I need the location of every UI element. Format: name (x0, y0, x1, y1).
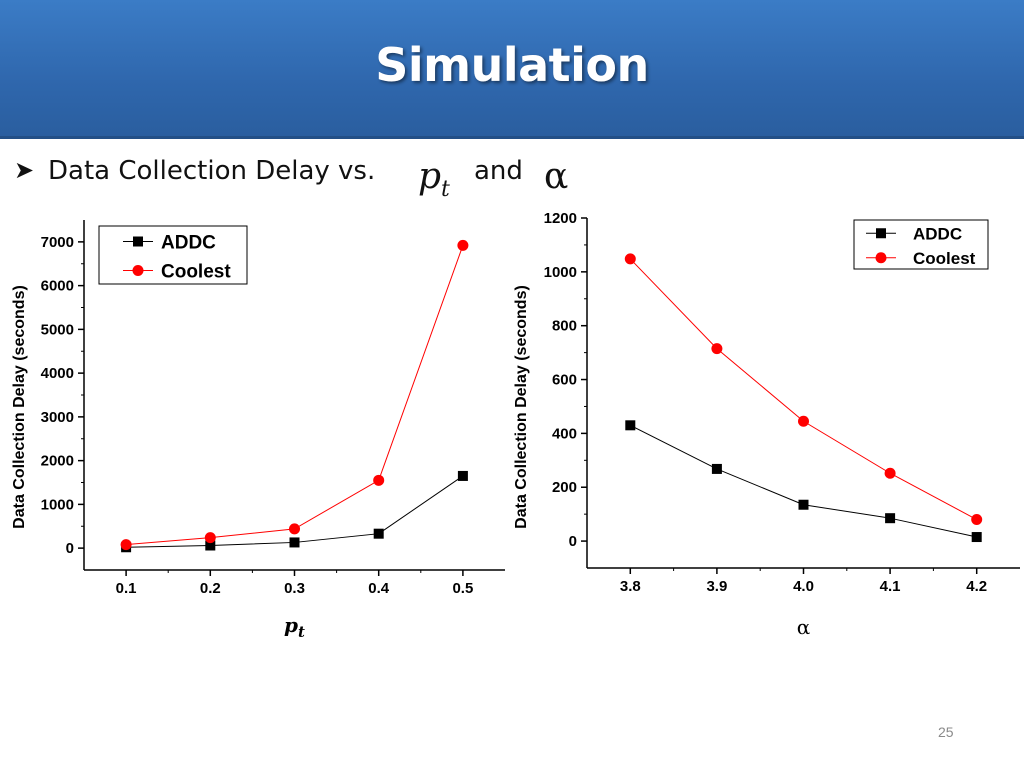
y-tick-label: 6000 (41, 278, 74, 295)
slide-title: Simulation (375, 38, 649, 92)
data-point-addc (625, 420, 636, 431)
series-line-addc (126, 475, 464, 548)
data-point-addc (971, 532, 982, 543)
data-point-coolest (711, 343, 723, 355)
x-tick-label: 0.4 (368, 580, 390, 597)
data-point-addc (205, 540, 216, 551)
series-line-coolest (629, 258, 977, 520)
legend-label-coolest: Coolest (913, 249, 976, 268)
data-point-coolest (798, 415, 809, 427)
legend-label-coolest: Coolest (161, 261, 231, 282)
y-tick-label: 600 (552, 372, 577, 389)
y-tick-label: 0 (569, 533, 577, 550)
bullet-line: ➤ Data Collection Delay vs. pt and α (14, 150, 714, 202)
legend-marker-coolest (875, 252, 887, 264)
y-tick-label: 400 (552, 425, 577, 442)
y-tick-label: 1200 (544, 210, 577, 227)
y-tick-label: 1000 (544, 264, 577, 281)
x-tick-label: 0.1 (116, 580, 137, 597)
arrow-bullet-icon: ➤ (14, 156, 35, 184)
y-tick-label: 800 (552, 318, 577, 335)
bullet-and: and (474, 156, 523, 186)
y-tick-label: 3000 (41, 409, 74, 426)
legend-box (853, 219, 989, 270)
x-tick-label: 0.3 (284, 580, 305, 597)
legend-label-addc: ADDC (913, 224, 962, 243)
x-tick-label: 4.1 (880, 578, 901, 595)
x-tick-label: 0.2 (200, 580, 221, 597)
data-point-addc (885, 513, 896, 524)
legend-marker-coolest (132, 265, 144, 276)
chart-delay-vs-alpha: 0 200 400 600 800 1000 1200 3.8 3.9 4.0 4.1 4.2 Data… (513, 210, 1020, 639)
y-tick-label: 5000 (41, 321, 74, 338)
x-tick-label: 4.2 (966, 578, 987, 595)
x-axis-title: α (797, 615, 811, 639)
y-tick-label: 1000 (41, 496, 74, 513)
x-tick-label: 3.9 (706, 578, 727, 595)
x-tick-label: 4.0 (793, 578, 814, 595)
symbol-p-subscript: t (441, 177, 450, 203)
x-tick-label: 3.8 (620, 578, 641, 595)
data-point-coolest (884, 467, 896, 479)
y-axis-title: Data Collection Delay (seconds) (513, 285, 530, 529)
title-band: Simulation (0, 0, 1024, 139)
legend-label-addc: ADDC (161, 232, 216, 253)
data-point-addc (373, 528, 384, 539)
data-point-coolest (120, 539, 132, 551)
series-line-addc (630, 424, 977, 538)
y-tick-label: 2000 (41, 453, 74, 470)
data-point-coolest (204, 532, 216, 544)
data-point-addc (457, 470, 468, 481)
symbol-alpha: α (544, 156, 569, 197)
x-tick-label: 0.5 (452, 580, 473, 597)
x-axis-title-subscript: t (298, 623, 305, 641)
symbol-p-t: pt (418, 156, 450, 202)
data-point-coolest (624, 253, 636, 265)
slide-number: 25 (938, 724, 954, 740)
y-tick-label: 4000 (41, 365, 74, 382)
y-tick-label: 7000 (41, 234, 74, 251)
bullet-text: Data Collection Delay vs. (48, 156, 376, 186)
data-point-coolest (457, 239, 469, 251)
x-axis-title: pt (284, 613, 305, 641)
y-tick-label: 200 (552, 479, 577, 496)
legend-box (98, 225, 248, 285)
y-tick-label: 0 (66, 540, 74, 557)
data-point-coolest (289, 523, 300, 535)
data-point-coolest (373, 474, 385, 486)
data-point-coolest (971, 514, 983, 526)
x-axis-title-main: p (284, 613, 298, 637)
y-axis-title: Data Collection Delay (seconds) (11, 285, 28, 529)
series-line-coolest (126, 245, 464, 546)
data-point-addc (711, 463, 722, 474)
legend-marker-addc (876, 228, 886, 239)
chart-delay-vs-pt: 0 1000 2000 3000 4000 5000 6000 7000 0.1 0.2 0.3 0.… (11, 220, 505, 641)
legend-marker-addc (133, 236, 143, 247)
data-point-addc (798, 499, 809, 510)
data-point-addc (289, 537, 300, 548)
symbol-p: p (418, 156, 442, 197)
